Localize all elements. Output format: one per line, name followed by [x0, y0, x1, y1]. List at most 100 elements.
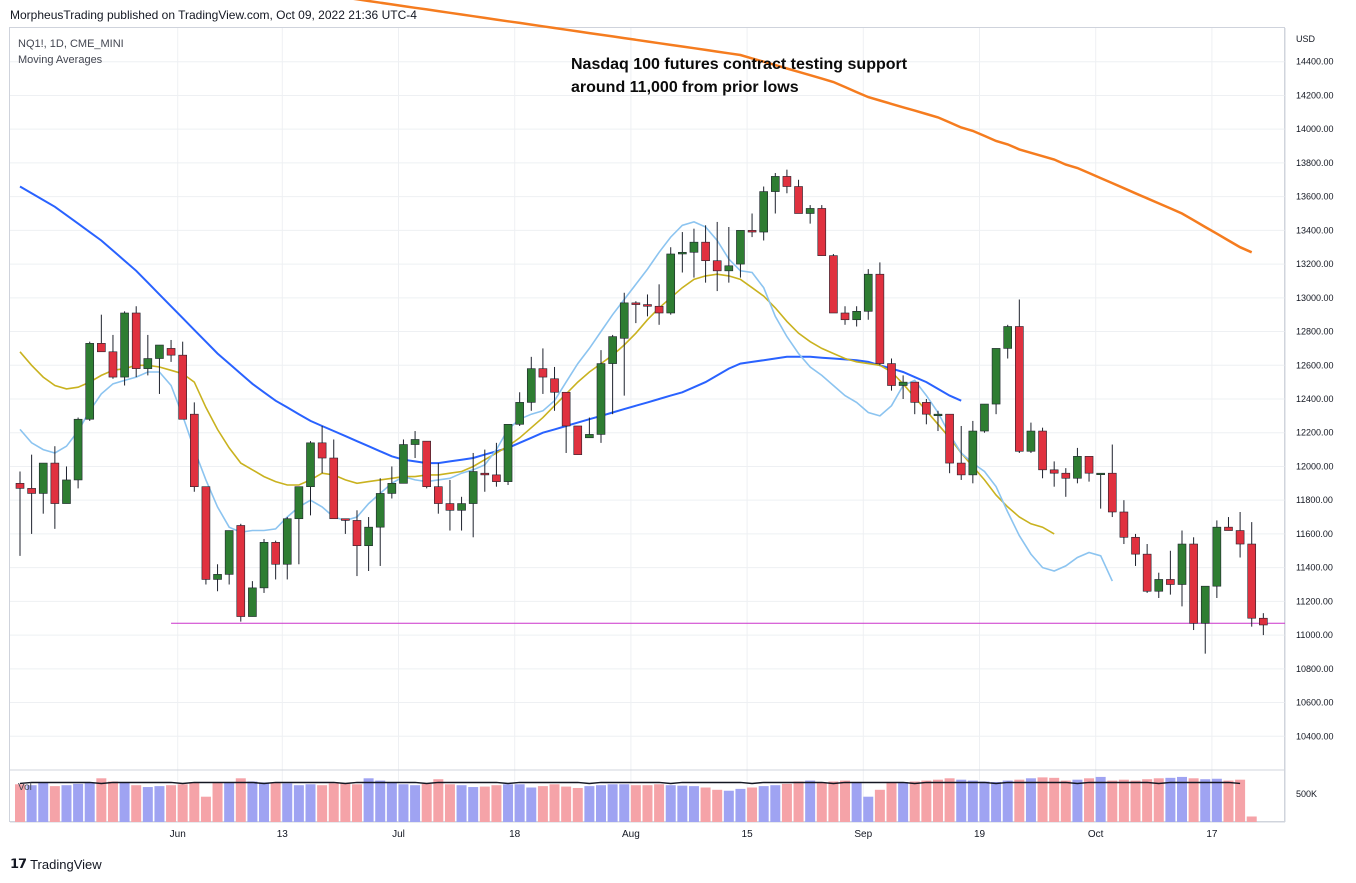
- candle-body: [1166, 579, 1175, 585]
- volume-bar: [1060, 780, 1071, 822]
- candle-body: [399, 444, 408, 484]
- volume-bar: [665, 785, 676, 822]
- brand-footer[interactable]: 𝟭𝟳 TradingView: [10, 856, 102, 872]
- candle-body: [945, 413, 954, 464]
- candle-body: [422, 440, 432, 487]
- symbol-line[interactable]: NQ1!, 1D, CME_MINI: [18, 38, 124, 50]
- candle-body: [375, 493, 385, 528]
- volume-bar: [200, 796, 211, 822]
- candle-body: [991, 348, 1001, 405]
- volume-bar: [770, 785, 781, 822]
- volume-bar: [851, 782, 862, 822]
- volume-bar: [282, 783, 293, 822]
- volume-bar: [1153, 778, 1164, 822]
- volume-bar: [247, 781, 258, 822]
- y-tick-label: 13200.00: [1296, 259, 1334, 269]
- candle-body: [73, 418, 83, 481]
- x-tick-label: 19: [974, 829, 986, 840]
- candle-body: [271, 542, 280, 565]
- candle-body: [701, 241, 710, 262]
- candle-body: [236, 525, 246, 617]
- candle-body: [538, 368, 548, 378]
- candle-body: [654, 305, 664, 314]
- chart-annotation: Nasdaq 100 futures contract testing supp…: [571, 53, 907, 99]
- volume-bar: [468, 787, 479, 822]
- volume-bar: [503, 784, 514, 822]
- candle-body: [596, 363, 606, 435]
- volume-bar: [421, 783, 432, 822]
- candle-body: [1200, 585, 1210, 624]
- candle-body: [1049, 469, 1059, 474]
- volume-bar: [805, 780, 816, 822]
- volume-bar: [456, 785, 467, 822]
- candle-body: [887, 363, 896, 386]
- candle-body: [1119, 511, 1129, 538]
- x-tick-label: Sep: [854, 829, 872, 840]
- candle-body: [1259, 617, 1268, 626]
- candle-body: [968, 430, 978, 476]
- volume-bar: [305, 784, 316, 822]
- candle-body: [364, 526, 373, 547]
- volume-bar: [1235, 779, 1246, 822]
- volume-bar: [619, 784, 630, 822]
- candle-body: [387, 483, 397, 494]
- volume-bar: [654, 784, 665, 822]
- volume-bar: [898, 781, 909, 822]
- candle-body: [956, 462, 966, 476]
- volume-bar: [816, 782, 827, 822]
- volume-bar: [1165, 777, 1176, 822]
- volume-tick-label: 500K: [1296, 789, 1317, 799]
- candle-body: [62, 479, 71, 504]
- volume-bar: [1177, 776, 1187, 822]
- volume-bar: [688, 786, 699, 822]
- candle-body: [97, 343, 106, 353]
- y-tick-label: 13000.00: [1296, 293, 1334, 303]
- candle-body: [747, 230, 757, 233]
- volume-bar: [386, 782, 397, 822]
- candle-body: [875, 273, 885, 364]
- candle-body: [1142, 553, 1152, 592]
- candle-body: [457, 503, 466, 511]
- volume-bar: [1037, 777, 1048, 822]
- annotation-line-1: Nasdaq 100 futures contract testing supp…: [571, 56, 908, 73]
- indicator-line[interactable]: Moving Averages: [18, 54, 103, 66]
- volume-bar: [154, 786, 165, 822]
- candle-body: [898, 381, 908, 386]
- candle-body: [143, 358, 153, 369]
- candle-body: [1015, 326, 1024, 452]
- candle-body: [27, 488, 36, 494]
- volume-bar: [444, 784, 455, 822]
- volume-bar: [410, 785, 421, 822]
- volume-bar: [723, 790, 734, 822]
- volume-bar: [781, 783, 792, 822]
- volume-bar: [909, 781, 920, 822]
- candle-body: [689, 241, 699, 253]
- candle-body: [201, 486, 211, 580]
- candle-body: [863, 273, 873, 312]
- candle-body: [794, 186, 803, 214]
- candle-body: [282, 518, 292, 565]
- volume-bar: [293, 785, 304, 822]
- volume-bar: [840, 780, 851, 822]
- candle-body: [1177, 543, 1187, 585]
- candle-body: [678, 251, 687, 255]
- y-tick-label: 10400.00: [1296, 731, 1334, 741]
- ma-10-line: [19, 221, 1114, 582]
- candle-body: [817, 208, 827, 256]
- candle-body: [619, 302, 629, 339]
- x-tick-label: Jun: [170, 829, 186, 840]
- candle-body: [224, 530, 234, 575]
- volume-bar: [526, 787, 537, 822]
- volume-bar: [26, 785, 37, 822]
- x-tick-label: 18: [509, 829, 521, 840]
- candle-body: [515, 402, 524, 425]
- volume-ma-line: [19, 781, 1241, 785]
- volume-bar: [1130, 780, 1141, 822]
- volume-bar: [491, 785, 502, 822]
- candle-body: [1224, 526, 1233, 531]
- candle-body: [329, 457, 339, 520]
- ma-50-line: [19, 185, 962, 465]
- candle-body: [492, 474, 501, 482]
- candle-body: [15, 483, 25, 489]
